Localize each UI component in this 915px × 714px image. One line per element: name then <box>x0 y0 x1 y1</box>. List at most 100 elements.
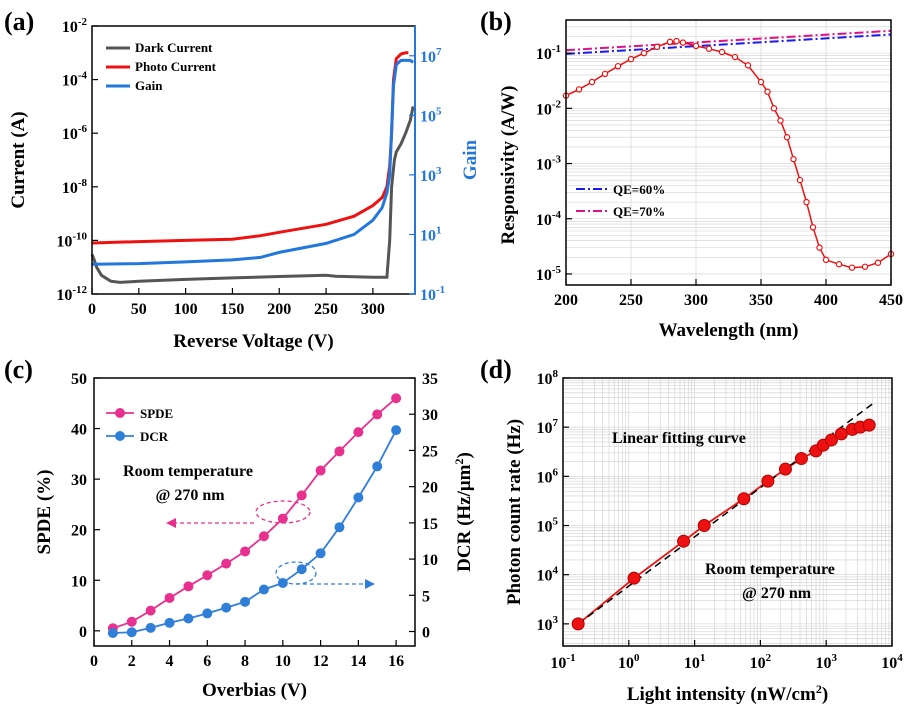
data-point-b <box>861 263 869 270</box>
y-tick-label-b: 10-4 <box>536 209 562 229</box>
data-point-d <box>794 452 808 466</box>
panel-c: (c) 0 2 4 6 8 10 12 14 16 0 10 20 30 40 50 0 5 10 15 20 25 30 3… <box>4 355 475 701</box>
panel-d: (d) 10-1 100 101 102 103 104 103 104 105 106 107 108… <box>480 355 903 705</box>
x-tick-label-a: 250 <box>314 301 338 318</box>
y2-tick-label-c: 0 <box>422 625 430 642</box>
y-tick-label-d: 107 <box>537 417 559 437</box>
data-point-spde <box>126 616 137 627</box>
y-tick-label-a: 10-6 <box>62 123 88 143</box>
legend-entry-a: Photo Current <box>135 59 217 74</box>
y-tick-label-c: 20 <box>71 523 87 540</box>
annotation-room-temperature-d: Room temperature <box>705 561 835 578</box>
x-tick-label-a: 150 <box>220 301 244 318</box>
data-point-dcr <box>221 602 232 613</box>
series-dark-current <box>90 106 415 284</box>
data-point-b <box>653 43 661 51</box>
legend-marker-c <box>115 408 125 418</box>
x-axis-title-a: Reverse Voltage (V) <box>173 331 333 352</box>
data-point-spde <box>145 605 156 616</box>
panel-label-d: (d) <box>480 355 512 384</box>
data-point-d <box>571 617 585 631</box>
y-tick-label-b: 10-1 <box>536 43 561 63</box>
data-point-b <box>777 117 784 124</box>
data-point-d <box>761 474 775 488</box>
x-tick-label-d: 104 <box>881 652 903 672</box>
data-point-dcr <box>372 461 383 472</box>
panel-b: (b) 200 250 300 350 400 450 10-5 10-4 10-3 10-2 10-… <box>480 7 903 341</box>
legend-entry-b: QE=70% <box>613 204 665 219</box>
data-point-b <box>809 224 817 231</box>
x-tick-label-c: 6 <box>203 653 211 670</box>
data-point-spde <box>334 446 345 457</box>
y2-tick-label-c: 30 <box>422 407 438 424</box>
y-tick-label-d: 103 <box>537 614 559 634</box>
data-point-spde <box>240 546 251 557</box>
y-tick-label-a: 10-4 <box>62 70 88 90</box>
y-axis-title-d: Photon count rate (Hz) <box>504 419 525 605</box>
data-point-b <box>731 53 739 61</box>
data-point-b <box>666 38 674 46</box>
data-point-b <box>705 45 713 52</box>
data-point-spde <box>277 513 288 524</box>
y-tick-label-b: 10-2 <box>536 98 562 118</box>
plot-frame-c <box>93 377 416 647</box>
data-point-d <box>677 534 691 548</box>
data-point-dcr <box>391 425 402 436</box>
data-point-dcr <box>202 608 213 619</box>
x-tick-label-d: 100 <box>618 652 640 672</box>
data-point-spde <box>202 570 213 581</box>
panel-label-c: (c) <box>4 355 33 384</box>
data-point-b <box>679 39 687 46</box>
y-tick-label-a: 10-12 <box>56 284 87 304</box>
y-tick-label-b: 10-5 <box>536 264 562 284</box>
plot-frame-d <box>562 377 893 647</box>
data-point-b <box>744 62 752 69</box>
x-tick-label-c: 2 <box>128 653 136 670</box>
y-tick-label-d: 108 <box>537 368 559 388</box>
data-point-b <box>601 70 609 78</box>
spde-arrow-head <box>166 518 176 528</box>
x-tick-label-c: 14 <box>350 653 366 670</box>
data-point-b <box>803 198 810 206</box>
series-spde <box>112 397 397 630</box>
y-tick-label-a: 10-10 <box>56 230 87 250</box>
y2-tick-label-c: 20 <box>422 480 438 497</box>
legend-entry-b: QE=60% <box>613 182 665 197</box>
x-tick-label-b: 250 <box>619 292 643 309</box>
y2-axis-title-c: DCR (Hz/μm2) <box>452 452 475 572</box>
x-tick-label-c: 10 <box>275 653 291 670</box>
x-tick-label-a: 200 <box>267 301 291 318</box>
panel-label-b: (b) <box>480 7 512 36</box>
data-point-b <box>783 134 791 141</box>
data-point-spde <box>258 531 269 542</box>
annotation-linear-fitting-curve: Linear fitting curve <box>612 430 746 447</box>
data-point-b <box>640 49 648 57</box>
data-point-b <box>874 259 882 266</box>
data-point-b <box>822 256 830 264</box>
annotation-wavelength-d: @ 270 nm <box>742 585 812 602</box>
data-point-spde <box>391 393 402 404</box>
y-tick-label-c: 50 <box>71 371 87 388</box>
data-point-b <box>764 88 771 95</box>
x-tick-label-c: 4 <box>166 653 174 670</box>
y-tick-label-d: 106 <box>537 466 559 486</box>
y2-axis-title-a: Gain <box>460 140 481 181</box>
data-point-d <box>834 427 848 441</box>
data-point-d <box>862 418 876 432</box>
x-tick-label-b: 300 <box>684 292 708 309</box>
x-tick-label-b: 450 <box>879 292 903 309</box>
data-point-b <box>757 78 765 86</box>
data-point-spde <box>221 558 232 569</box>
data-point-d <box>627 571 641 585</box>
series-photo-current <box>91 51 409 245</box>
x-axis-title-b: Wavelength (nm) <box>659 320 799 341</box>
y-tick-label-c: 10 <box>71 573 87 590</box>
x-tick-label-a: 100 <box>174 301 198 318</box>
series-dcr <box>112 429 397 634</box>
data-point-dcr <box>296 564 307 575</box>
data-point-dcr <box>315 548 326 559</box>
data-point-dcr <box>183 613 194 624</box>
y2-tick-label-a: 105 <box>420 105 442 125</box>
dcr-arrow-head <box>365 579 375 589</box>
y-axis-title-a: Current (A) <box>8 111 29 208</box>
